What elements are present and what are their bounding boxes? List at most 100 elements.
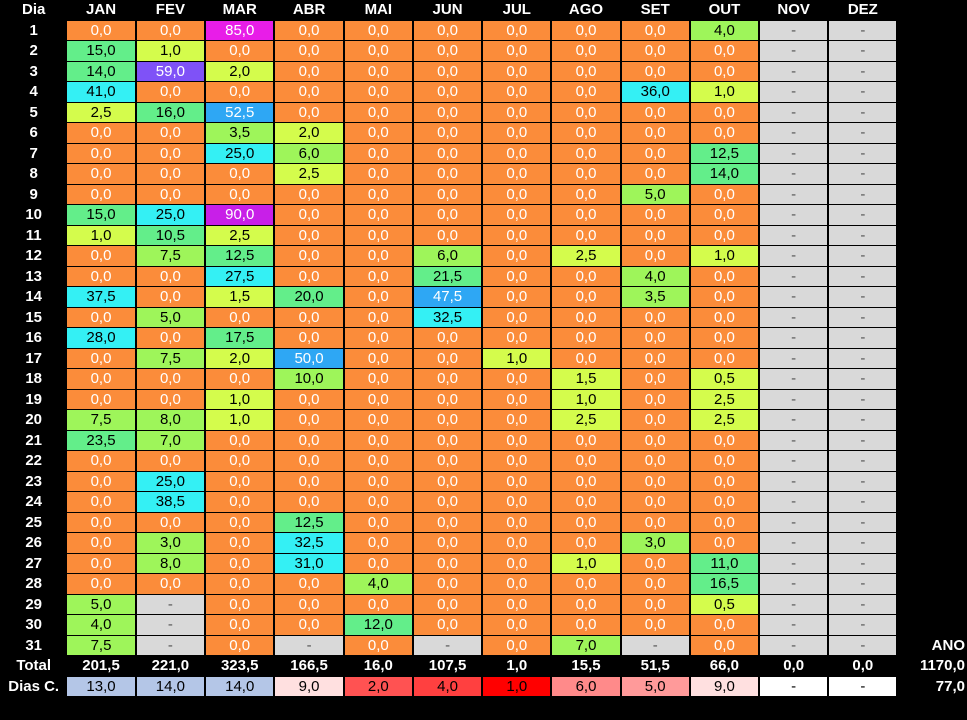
- blank-cell: [898, 369, 965, 390]
- day-row: 5 2,5 16,0 52,5 0,0 0,0 0,0 0,0 0,0 0,0 0,0- -: [2, 102, 965, 123]
- day-row: 4 41,0 0,0 0,0 0,0 0,0 0,0 0,0 0,0 36,0 1,0- -: [2, 82, 965, 103]
- rain-cell: 0,0: [621, 61, 689, 82]
- rain-cell: -: [829, 246, 897, 267]
- rain-cell: -: [829, 369, 897, 390]
- rain-cell: 0,0: [413, 594, 482, 615]
- rain-cell: 0,0: [413, 225, 482, 246]
- blank-cell: [898, 471, 965, 492]
- day-number: 14: [2, 287, 66, 308]
- blank-cell: [898, 205, 965, 226]
- rain-cell: 0,0: [206, 492, 274, 513]
- rain-cell: 0,5: [690, 594, 758, 615]
- rain-cell: 0,0: [275, 102, 343, 123]
- day-number: 13: [2, 266, 66, 287]
- rain-cell: -: [829, 553, 897, 574]
- rain-cell: 0,0: [483, 266, 551, 287]
- rain-cell: 0,0: [275, 471, 343, 492]
- rain-cell: 0,0: [136, 369, 205, 390]
- rain-cell: 0,0: [483, 143, 551, 164]
- rain-cell: -: [829, 307, 897, 328]
- rain-cell: -: [829, 492, 897, 513]
- total-label: Total: [2, 656, 66, 677]
- rain-cell: 0,0: [621, 328, 689, 349]
- rain-cell: -: [829, 225, 897, 246]
- rain-cell: 0,0: [413, 20, 482, 41]
- rain-cell: -: [136, 615, 205, 636]
- day-number: 15: [2, 307, 66, 328]
- rain-cell: 0,0: [206, 533, 274, 554]
- total-value: 201,5: [67, 656, 135, 677]
- day-number: 10: [2, 205, 66, 226]
- rain-cell: 0,0: [344, 635, 412, 656]
- rain-cell: 12,5: [275, 512, 343, 533]
- rain-cell: 0,0: [690, 225, 758, 246]
- rain-cell: -: [829, 328, 897, 349]
- rain-cell: -: [829, 82, 897, 103]
- day-number: 9: [2, 184, 66, 205]
- rain-cell: 0,0: [413, 82, 482, 103]
- rain-cell: 0,0: [483, 471, 551, 492]
- rain-cell: -: [760, 41, 828, 62]
- rain-cell: 0,0: [67, 533, 135, 554]
- rain-cell: 0,0: [690, 266, 758, 287]
- day-row: 21 23,5 7,0 0,0 0,0 0,0 0,0 0,0 0,0 0,0 0,0- -: [2, 430, 965, 451]
- rain-cell: -: [829, 143, 897, 164]
- rain-cell: -: [760, 410, 828, 431]
- rain-cell: 0,0: [136, 123, 205, 144]
- rain-cell: 12,0: [344, 615, 412, 636]
- day-number: 3: [2, 61, 66, 82]
- rain-cell: 0,0: [344, 225, 412, 246]
- rain-cell: 0,0: [552, 430, 620, 451]
- rain-cell: -: [829, 184, 897, 205]
- rain-cell: 7,5: [67, 410, 135, 431]
- rain-cell: 0,0: [275, 205, 343, 226]
- rain-cell: -: [829, 533, 897, 554]
- rain-cell: -: [829, 61, 897, 82]
- rain-cell: 0,0: [275, 61, 343, 82]
- day-number: 23: [2, 471, 66, 492]
- dias-chuva-value: 1,0: [483, 676, 551, 697]
- rain-cell: 0,0: [690, 205, 758, 226]
- day-row: 23 0,0 25,0 0,0 0,0 0,0 0,0 0,0 0,0 0,0 0,0- -: [2, 471, 965, 492]
- rain-cell: 0,0: [344, 143, 412, 164]
- rain-cell: 0,0: [136, 184, 205, 205]
- total-value: 1,0: [483, 656, 551, 677]
- rain-cell: 23,5: [67, 430, 135, 451]
- rain-cell: 0,0: [621, 389, 689, 410]
- rain-cell: 0,0: [690, 307, 758, 328]
- rain-cell: 0,0: [136, 287, 205, 308]
- rain-cell: 0,0: [136, 451, 205, 472]
- rain-cell: 0,0: [67, 164, 135, 185]
- rain-cell: 0,0: [483, 512, 551, 533]
- rain-cell: 0,0: [413, 123, 482, 144]
- rain-cell: -: [760, 471, 828, 492]
- dias-chuva-value: 14,0: [136, 676, 205, 697]
- total-row: Total 201,5 221,0 323,5 166,5 16,0 107,5…: [2, 656, 965, 677]
- rain-cell: 0,0: [344, 430, 412, 451]
- day-row: 10 15,0 25,0 90,0 0,0 0,0 0,0 0,0 0,0 0,0 0,0- -: [2, 205, 965, 226]
- rain-cell: -: [829, 430, 897, 451]
- blank-cell: [898, 246, 965, 267]
- rain-cell: -: [829, 205, 897, 226]
- rain-cell: 0,0: [413, 328, 482, 349]
- rain-cell: 7,0: [136, 430, 205, 451]
- rain-cell: -: [760, 553, 828, 574]
- rain-cell: 0,0: [621, 123, 689, 144]
- rain-cell: -: [760, 574, 828, 595]
- rain-cell: 0,0: [344, 492, 412, 513]
- day-row: 2 15,0 1,0 0,0 0,0 0,0 0,0 0,0 0,0 0,0 0,0- -: [2, 41, 965, 62]
- rain-cell: 31,0: [275, 553, 343, 574]
- rain-cell: 0,0: [413, 389, 482, 410]
- day-row: 12 0,0 7,5 12,5 0,0 0,0 6,0 0,0 2,5 0,0 1,0- -: [2, 246, 965, 267]
- rain-cell: 2,5: [552, 410, 620, 431]
- day-row: 16 28,0 0,0 17,5 0,0 0,0 0,0 0,0 0,0 0,0 0,0- -: [2, 328, 965, 349]
- day-row: 11 1,0 10,5 2,5 0,0 0,0 0,0 0,0 0,0 0,0 0,0- -: [2, 225, 965, 246]
- rain-cell: 0,0: [344, 553, 412, 574]
- rain-cell: 0,0: [136, 143, 205, 164]
- ano-label: ANO: [898, 635, 965, 656]
- rain-cell: 0,0: [552, 143, 620, 164]
- rain-cell: 3,0: [136, 533, 205, 554]
- rain-cell: 0,0: [690, 430, 758, 451]
- rain-cell: -: [413, 635, 482, 656]
- day-number: 17: [2, 348, 66, 369]
